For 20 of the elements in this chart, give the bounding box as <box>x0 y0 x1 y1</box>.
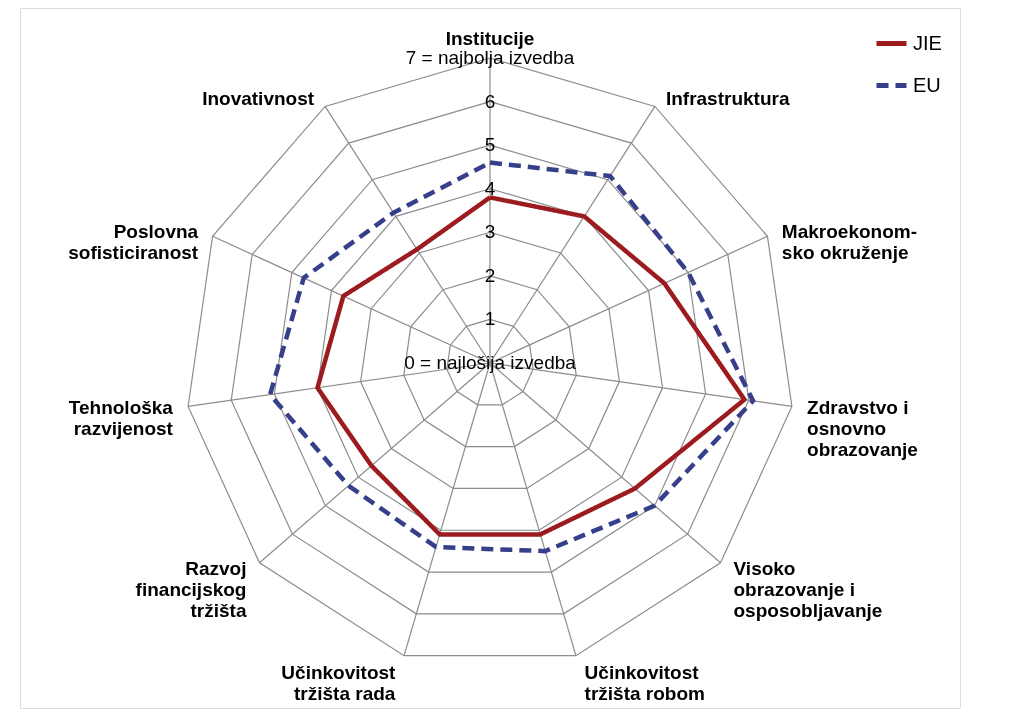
spoke-label: Razvoj financijskog tržišta <box>135 557 247 621</box>
legend-label: EU <box>913 73 941 96</box>
y-tick-label: 5 <box>484 134 496 156</box>
y-tick-label: 2 <box>484 264 496 286</box>
spoke-label: Visoko obrazovanje i osposobljavanje <box>733 557 883 621</box>
y-tick-label: 4 <box>484 177 496 199</box>
spoke-label: Zdravstvo i osnovno obrazovanje <box>807 396 918 460</box>
y-tick-label: 3 <box>484 221 496 243</box>
y-tick-label: 1 <box>484 308 496 330</box>
spoke-label: Makroekonom- sko okruženje <box>781 221 917 264</box>
spoke-label: Institucije <box>445 27 535 49</box>
y-tick-label: 6 <box>484 90 496 112</box>
spoke-label: Tehnološka razvijenost <box>68 396 174 439</box>
spoke-label: Učinkovitost tržišta rada <box>281 662 397 705</box>
spoke-label: Učinkovitost tržišta robom <box>584 662 705 705</box>
spoke-label: Inovativnost <box>202 87 315 109</box>
y-tick-label: 0 = najlošija izvedba <box>404 352 577 373</box>
legend-label: JIE <box>913 31 942 54</box>
spoke-label: Poslovna sofisticiranost <box>68 221 199 264</box>
spoke-label: Infrastruktura <box>665 87 790 109</box>
